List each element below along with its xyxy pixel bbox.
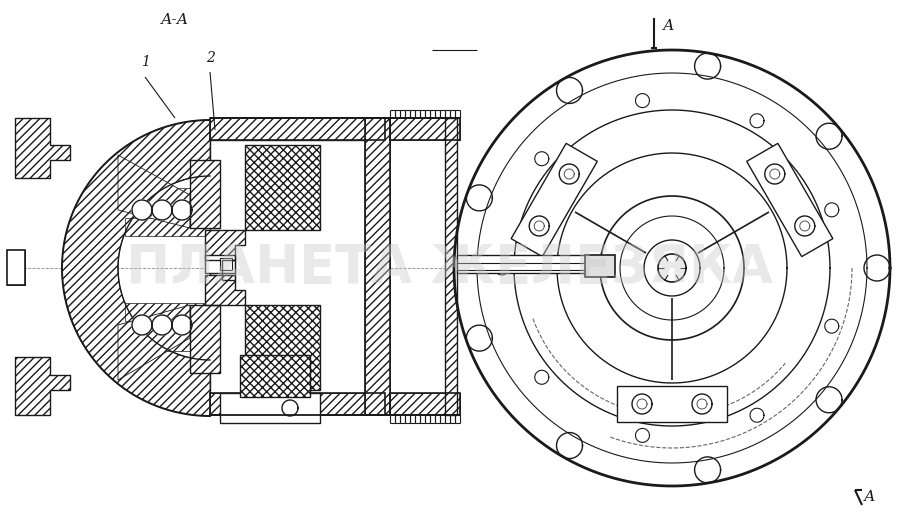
Polygon shape	[695, 53, 721, 79]
Polygon shape	[816, 387, 842, 413]
Polygon shape	[557, 153, 787, 383]
Bar	[210, 393, 385, 415]
Polygon shape	[556, 433, 582, 458]
Polygon shape	[816, 123, 842, 149]
Bar	[445, 118, 457, 415]
Polygon shape	[617, 386, 727, 422]
Bar	[457, 255, 587, 273]
Polygon shape	[152, 315, 172, 335]
Bar	[245, 305, 320, 390]
Polygon shape	[495, 261, 509, 275]
Bar	[220, 393, 320, 423]
Bar	[390, 118, 460, 140]
Polygon shape	[750, 114, 764, 128]
Polygon shape	[644, 240, 700, 296]
Bar	[7, 250, 25, 285]
Polygon shape	[695, 457, 721, 483]
Bar	[585, 255, 615, 277]
Bar	[190, 160, 220, 228]
Bar	[445, 118, 457, 415]
Polygon shape	[559, 164, 580, 184]
Polygon shape	[15, 357, 70, 415]
Text: 1: 1	[140, 55, 149, 69]
Polygon shape	[466, 325, 492, 351]
Bar	[190, 305, 220, 373]
Bar	[125, 188, 205, 206]
Polygon shape	[529, 216, 549, 236]
Bar	[365, 118, 390, 415]
Bar	[125, 303, 205, 321]
Text: А-А: А-А	[161, 13, 189, 27]
Polygon shape	[477, 73, 867, 463]
Polygon shape	[632, 394, 652, 414]
Bar	[240, 355, 310, 397]
Polygon shape	[282, 400, 298, 416]
Text: А: А	[663, 19, 674, 33]
Bar	[190, 305, 220, 373]
Polygon shape	[132, 200, 152, 220]
Polygon shape	[152, 200, 172, 220]
Bar	[125, 218, 205, 236]
Bar	[15, 118, 435, 416]
Polygon shape	[692, 394, 712, 414]
Polygon shape	[556, 77, 582, 103]
Polygon shape	[132, 315, 152, 335]
Polygon shape	[535, 152, 549, 165]
Polygon shape	[172, 315, 192, 335]
Polygon shape	[824, 319, 839, 333]
Polygon shape	[205, 230, 245, 260]
Bar	[210, 140, 365, 395]
Polygon shape	[770, 169, 779, 179]
Polygon shape	[172, 200, 192, 220]
Polygon shape	[635, 94, 650, 108]
Polygon shape	[454, 50, 890, 486]
Bar	[245, 145, 320, 230]
Polygon shape	[511, 143, 598, 257]
Polygon shape	[658, 254, 686, 282]
Bar	[220, 258, 232, 270]
Bar	[7, 250, 25, 285]
Polygon shape	[62, 120, 210, 416]
Bar	[205, 255, 235, 273]
Text: 2: 2	[205, 51, 214, 65]
Bar	[210, 393, 385, 415]
Polygon shape	[118, 305, 190, 380]
Polygon shape	[535, 221, 544, 231]
Polygon shape	[864, 255, 890, 281]
Polygon shape	[795, 216, 815, 236]
Bar	[365, 118, 390, 415]
Bar	[240, 355, 310, 397]
Polygon shape	[750, 408, 764, 422]
Polygon shape	[564, 169, 574, 179]
Polygon shape	[535, 370, 549, 384]
Polygon shape	[118, 155, 190, 228]
Bar	[245, 305, 320, 390]
Polygon shape	[747, 143, 833, 257]
Polygon shape	[697, 399, 707, 409]
Polygon shape	[800, 221, 810, 231]
Bar	[210, 118, 385, 140]
Polygon shape	[765, 164, 785, 184]
Bar	[245, 145, 320, 230]
Bar	[390, 118, 460, 140]
Polygon shape	[205, 275, 245, 305]
Polygon shape	[637, 399, 647, 409]
Bar	[390, 393, 460, 415]
Polygon shape	[15, 118, 70, 178]
Polygon shape	[600, 196, 744, 340]
Text: ПЛАНЕТА ЖЕЛЕЗЯКА: ПЛАНЕТА ЖЕЛЕЗЯКА	[127, 242, 773, 294]
Polygon shape	[635, 428, 650, 443]
Bar	[125, 333, 205, 351]
Bar	[390, 393, 460, 415]
Polygon shape	[620, 216, 724, 320]
Polygon shape	[466, 185, 492, 211]
Text: А: А	[864, 490, 876, 504]
Bar	[210, 118, 385, 140]
Polygon shape	[514, 110, 830, 426]
Polygon shape	[824, 203, 839, 217]
Bar	[190, 160, 220, 228]
